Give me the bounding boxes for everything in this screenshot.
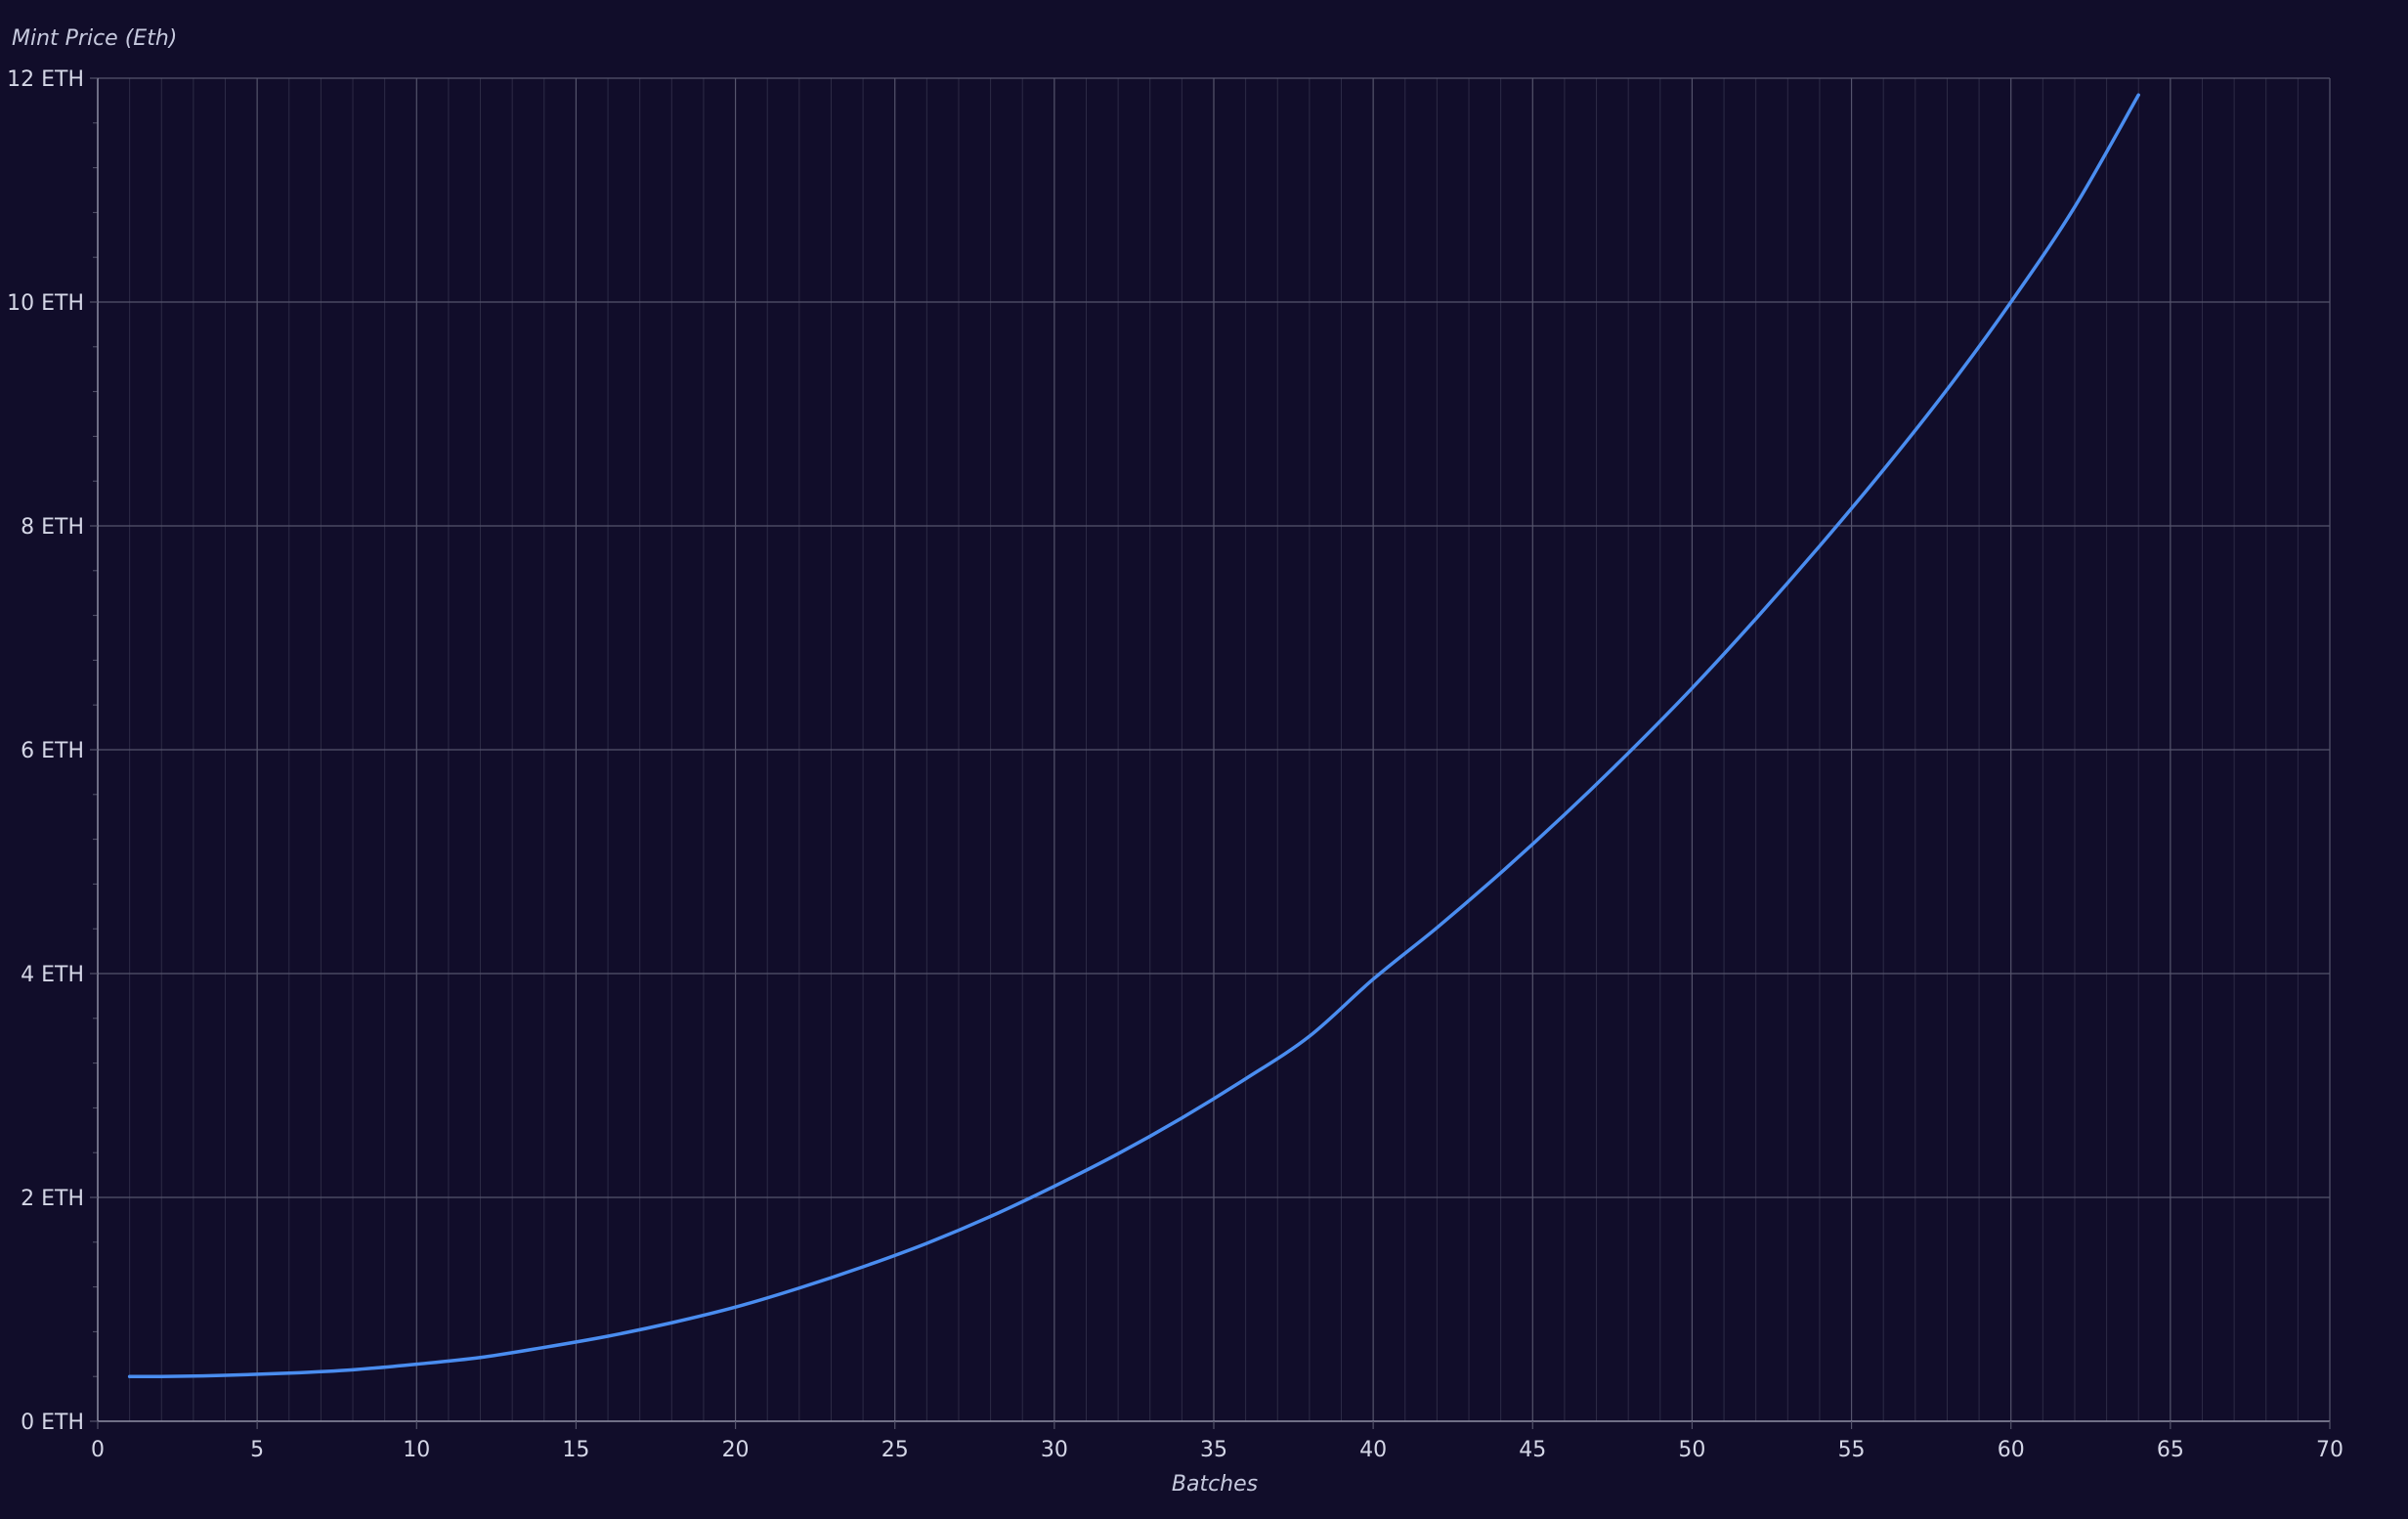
series-line [127,93,2140,1379]
x-tick-label: 15 [562,1438,589,1462]
y-axis-ticks: 0 ETH 2 ETH 4 ETH 6 ETH 8 ETH 10 ETH 12 ETH [7,67,98,1435]
x-tick-label: 25 [882,1438,909,1462]
series-group [127,93,2140,1379]
x-tick-label: 40 [1359,1438,1387,1462]
y-tick-label: 8 ETH [21,515,84,540]
x-tick-label: 45 [1519,1438,1546,1462]
y-tick-label: 10 ETH [7,291,84,316]
y-tick-label: 12 ETH [7,67,84,92]
y-tick-label: 2 ETH [21,1187,84,1211]
x-tick-label: 70 [2316,1438,2344,1462]
x-axis-ticks: 0 5 10 15 20 25 30 35 40 45 50 55 60 65 70 [91,1421,2344,1462]
major-gridlines [97,77,2331,1422]
x-tick-label: 65 [2157,1438,2184,1462]
x-tick-label: 55 [1838,1438,1866,1462]
x-tick-label: 60 [1998,1438,2025,1462]
x-tick-label: 5 [250,1438,264,1462]
y-axis-title: Mint Price (Eth) [12,26,177,51]
y-tick-label: 0 ETH [21,1410,84,1435]
x-tick-label: 35 [1200,1438,1227,1462]
x-tick-label: 50 [1678,1438,1705,1462]
x-tick-label: 0 [91,1438,105,1462]
x-axis-title: Batches [1172,1472,1258,1497]
y-tick-label: 4 ETH [21,963,84,987]
x-tick-label: 30 [1041,1438,1068,1462]
y-tick-label: 6 ETH [21,739,84,763]
x-tick-label: 20 [722,1438,750,1462]
x-tick-label: 10 [403,1438,430,1462]
